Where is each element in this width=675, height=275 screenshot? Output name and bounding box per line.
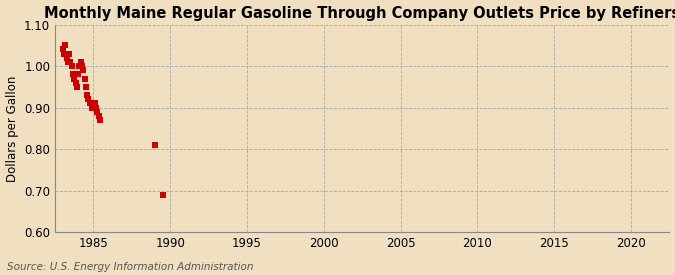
Point — [74, 64, 85, 68]
Point — [60, 43, 71, 48]
Point — [68, 72, 78, 76]
Point — [72, 85, 82, 89]
Point — [57, 47, 68, 52]
Point — [65, 60, 76, 64]
Point — [80, 85, 91, 89]
Point — [86, 101, 97, 106]
Point — [73, 72, 84, 76]
Point — [76, 64, 87, 68]
Point — [69, 76, 80, 81]
Point — [59, 51, 70, 56]
Point — [88, 101, 99, 106]
Point — [61, 56, 72, 60]
Point — [89, 101, 100, 106]
Text: Source: U.S. Energy Information Administration: Source: U.S. Energy Information Administ… — [7, 262, 253, 272]
Y-axis label: Dollars per Gallon: Dollars per Gallon — [5, 75, 18, 182]
Point — [90, 105, 101, 110]
Point — [84, 101, 95, 106]
Point — [93, 114, 104, 118]
Point — [82, 93, 92, 97]
Point — [87, 105, 98, 110]
Point — [63, 60, 74, 64]
Point — [95, 118, 105, 122]
Point — [70, 81, 81, 85]
Title: Monthly Maine Regular Gasoline Through Company Outlets Price by Refiners: Monthly Maine Regular Gasoline Through C… — [44, 6, 675, 21]
Point — [83, 97, 94, 101]
Point — [66, 64, 77, 68]
Point — [92, 110, 103, 114]
Point — [79, 76, 90, 81]
Point — [64, 51, 75, 56]
Point — [150, 143, 161, 147]
Point — [157, 193, 168, 197]
Point — [76, 60, 86, 64]
Point — [78, 68, 88, 72]
